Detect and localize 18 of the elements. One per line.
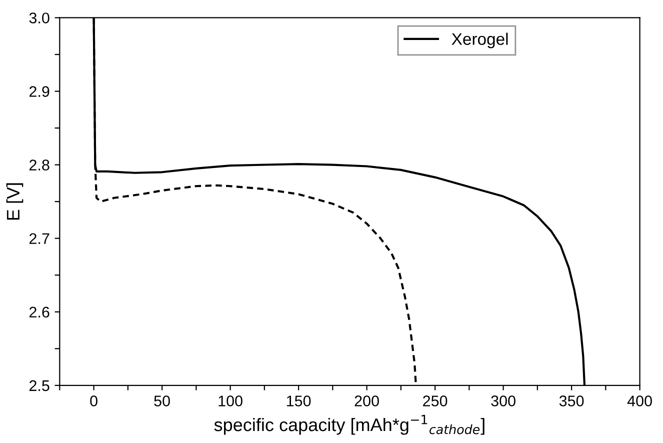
y-tick-label: 2.6 bbox=[29, 306, 50, 318]
y-tick-label: 2.5 bbox=[29, 380, 50, 392]
x-tick-label: 100 bbox=[218, 396, 242, 406]
x-axis-title: specific capacity [mAh*g$^{−1}$$_{cathode}$] bbox=[214, 414, 484, 435]
x-tick-label: 350 bbox=[559, 396, 584, 406]
x-tick-label: 300 bbox=[491, 396, 516, 406]
x-tick-label: 250 bbox=[423, 396, 448, 406]
x-tick-label: 200 bbox=[354, 396, 379, 406]
x-tick-label: 150 bbox=[286, 396, 311, 406]
y-tick-label: 2.8 bbox=[29, 160, 50, 170]
y-tick-label: 2.7 bbox=[29, 233, 50, 244]
y-tick-label: 2.9 bbox=[29, 86, 50, 97]
y-tick-label: 3.0 bbox=[29, 12, 50, 24]
x-tick-label: 400 bbox=[627, 396, 652, 406]
x-tick-label: 0 bbox=[90, 396, 98, 406]
x-tick-label: 50 bbox=[154, 396, 170, 406]
y-axis-title: E [V] bbox=[6, 183, 24, 220]
legend-label: Xerogel bbox=[452, 32, 508, 48]
